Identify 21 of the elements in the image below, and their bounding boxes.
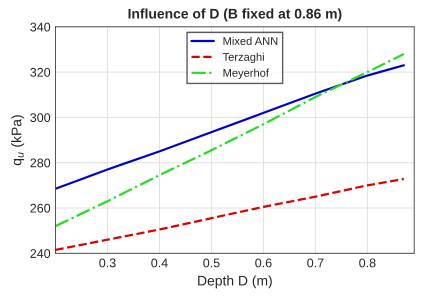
line-series (56, 52, 405, 228)
y-tick-label: 300 (30, 113, 50, 122)
x-tick-label: 0.8 (359, 258, 376, 268)
y-tick-label: 280 (30, 158, 50, 168)
legend-label: Meyerhof (224, 68, 269, 80)
x-tick-label: 0.6 (255, 258, 272, 268)
y-tick-label: 240 (30, 249, 50, 258)
x-tick-label: 0.3 (99, 258, 116, 268)
x-tick-label: 0.7 (307, 258, 324, 268)
y-tick-label: 260 (30, 204, 50, 213)
legend-label: Terzaghi (222, 52, 264, 64)
legend-label: Mixed ANN (224, 36, 278, 45)
x-tick-label: 0.5 (203, 258, 220, 268)
chart-title: Influence of D (B fixed at 0.86 m) (128, 8, 342, 22)
x-axis-title: Depth D (m) (198, 275, 272, 288)
y-tick-label: 340 (30, 22, 50, 32)
x-tick-label: 0.4 (151, 258, 168, 268)
line-series (56, 64, 405, 190)
y-tick-label: 320 (30, 68, 50, 77)
line-series (56, 178, 405, 252)
y-axis-title: q$_{u}$ (kPa) (11, 115, 24, 166)
